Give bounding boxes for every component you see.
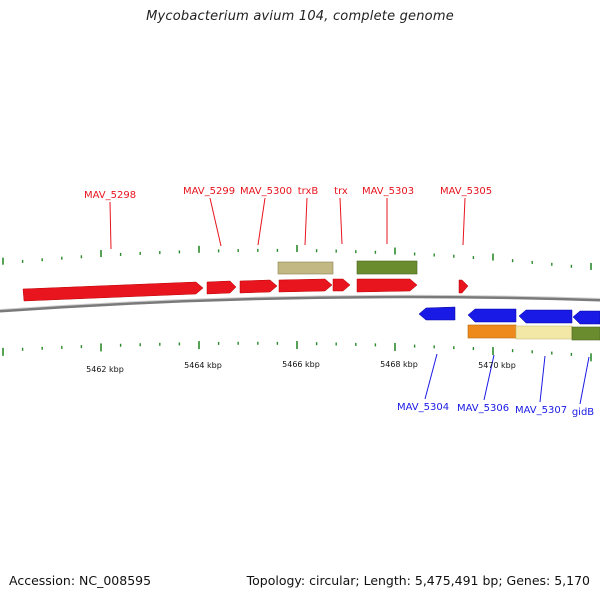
- leader-gidb: [579, 356, 590, 405]
- label-trx: trx: [334, 186, 348, 197]
- forward-label-leaders: [109, 197, 466, 250]
- gene-arrow-trx: [332, 278, 351, 292]
- gene-arrow-mav-5298: [22, 281, 204, 302]
- label-mav-5300: MAV_5300: [240, 186, 292, 197]
- kbp-label-5466: 5466 kbp: [282, 360, 320, 369]
- kbp-label-5468: 5468 kbp: [380, 360, 418, 369]
- annotation-box-cream: [515, 325, 573, 340]
- label-trxb: trxB: [298, 186, 319, 197]
- gene-arrow-mav-5299: [206, 280, 237, 295]
- label-mav-5299: MAV_5299: [183, 186, 235, 197]
- gene-arrow-mav-5300: [239, 279, 278, 294]
- map-title: Mycobacterium avium 104, complete genome: [146, 9, 454, 24]
- leader-mav-5304: [424, 353, 438, 400]
- reverse-gene-labels: MAV_5304 MAV_5306 MAV_5307 gidB: [397, 402, 594, 418]
- annotation-box-olive-lower: [571, 326, 600, 341]
- gene-arrow-mav-5306: [467, 308, 517, 323]
- genome-backbone-highlight: [0, 294, 600, 310]
- tick-row-reverse: [2, 340, 592, 362]
- label-mav-5298: MAV_5298: [84, 190, 136, 201]
- leader-mav-5307: [539, 355, 546, 403]
- annotation-box-khaki: [277, 261, 334, 275]
- gene-arrow-mav-5305: [458, 279, 469, 294]
- reverse-genes: [418, 306, 600, 325]
- label-mav-5306: MAV_5306: [457, 403, 509, 414]
- gene-arrow-trxb: [278, 278, 333, 293]
- leader-mav-5299: [209, 197, 222, 247]
- accession-text: Accession: NC_008595: [9, 573, 152, 588]
- genome-backbone: [0, 295, 600, 313]
- gene-arrow-mav-5303: [356, 278, 418, 293]
- label-gidb: gidB: [572, 407, 594, 418]
- leader-mav-5298: [109, 201, 112, 250]
- gene-arrow-gidb: [572, 310, 600, 325]
- annotation-box-orange: [467, 324, 517, 339]
- forward-genes: [22, 278, 469, 302]
- leader-trxb: [304, 197, 308, 246]
- leader-mav-5306: [483, 354, 495, 401]
- leader-mav-5305: [462, 197, 466, 246]
- leader-trx: [339, 197, 343, 245]
- label-mav-5304: MAV_5304: [397, 402, 449, 413]
- kbp-label-5470: 5470 kbp: [478, 361, 516, 370]
- forward-gene-labels: MAV_5298 MAV_5299 MAV_5300 trxB trx MAV_…: [84, 186, 492, 201]
- gene-arrow-mav-5304: [418, 306, 456, 321]
- label-mav-5303: MAV_5303: [362, 186, 414, 197]
- kbp-label-5462: 5462 kbp: [86, 365, 124, 374]
- label-mav-5307: MAV_5307: [515, 405, 567, 416]
- kbp-scale-labels: 5462 kbp 5464 kbp 5466 kbp 5468 kbp 5470…: [86, 360, 516, 374]
- leader-mav-5300: [257, 197, 266, 246]
- topology-text: Topology: circular; Length: 5,475,491 bp…: [246, 573, 590, 588]
- reverse-label-leaders: [424, 353, 590, 405]
- kbp-label-5464: 5464 kbp: [184, 361, 222, 370]
- tick-row-forward: [2, 244, 592, 270]
- annotation-box-olive: [356, 260, 418, 275]
- gene-arrow-mav-5307: [518, 309, 573, 324]
- label-mav-5305: MAV_5305: [440, 186, 492, 197]
